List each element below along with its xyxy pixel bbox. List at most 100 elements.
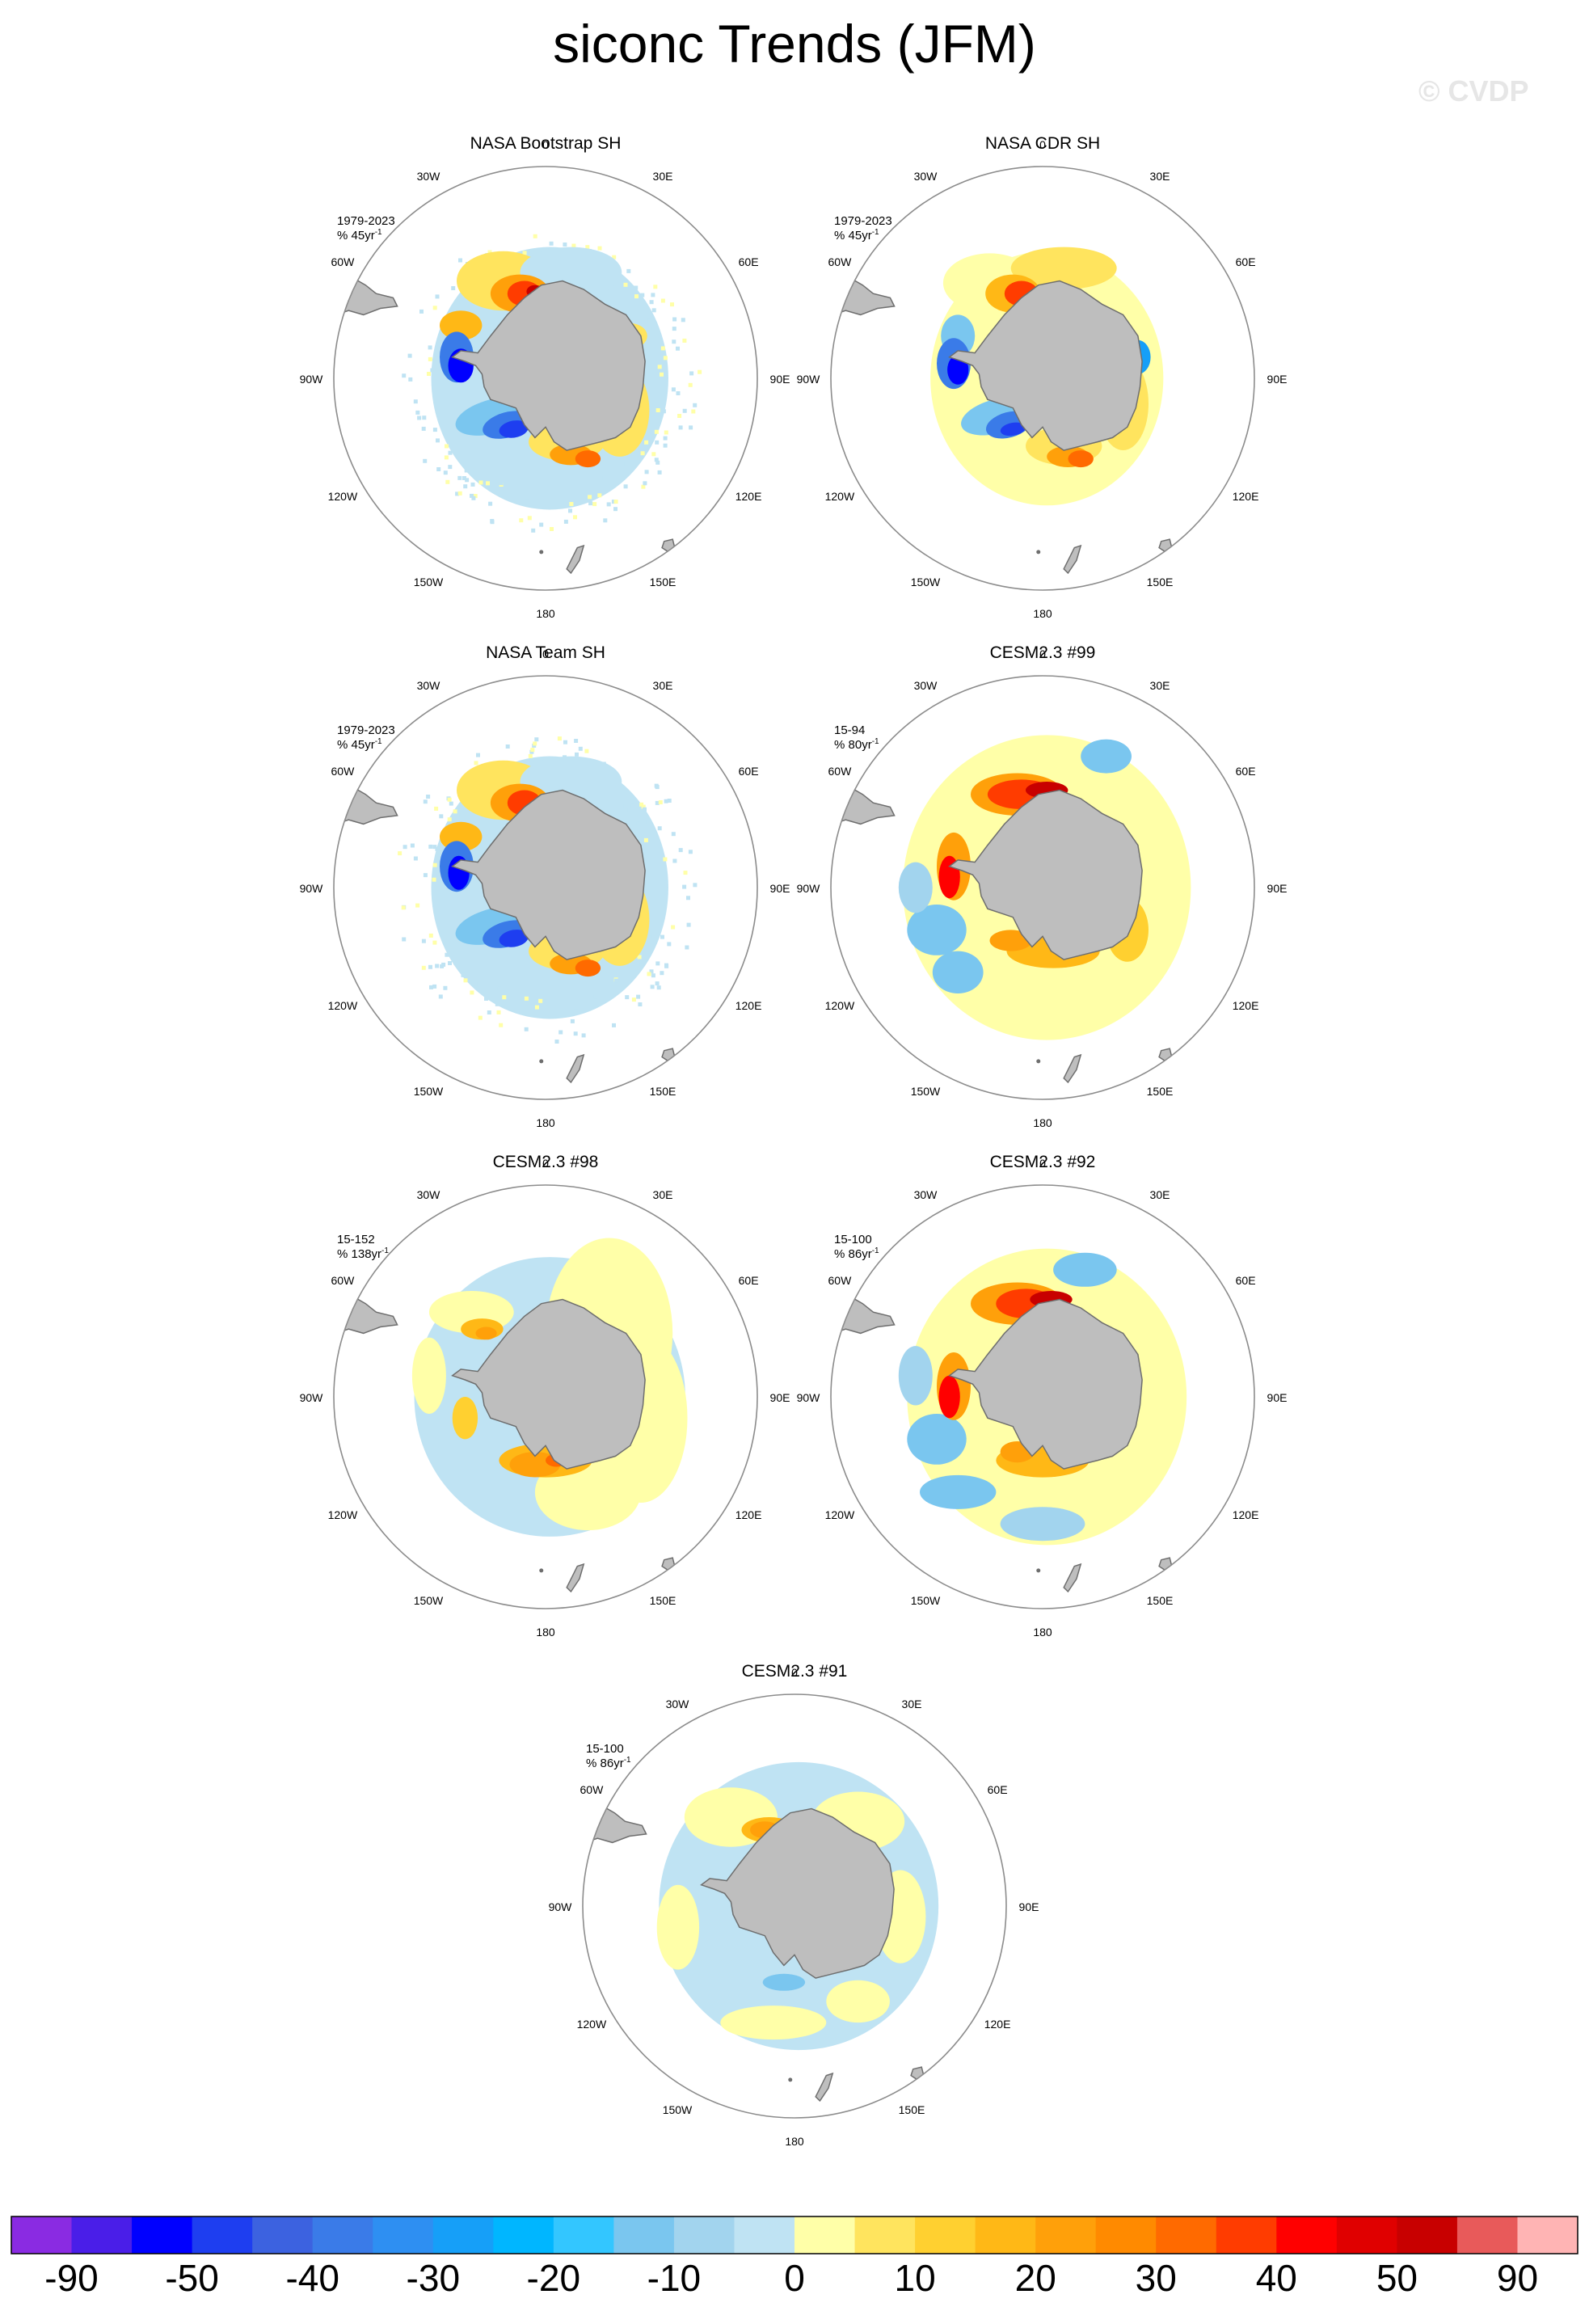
trend-cell	[453, 302, 457, 307]
new-zealand-landmass	[815, 2072, 834, 2103]
trend-cell	[415, 410, 420, 415]
period-label: 15-100	[834, 1233, 872, 1246]
map-panel: CESM2.3 #920 30E 60E 90E 120E 150E 180 150W 120W…	[797, 1153, 1288, 1639]
trend-cell	[401, 905, 406, 910]
scale-label: % 86yr-1	[586, 1756, 631, 1770]
trend-cell	[644, 470, 649, 475]
colorbar-label: 50	[1376, 2257, 1418, 2299]
trend-cell	[664, 430, 668, 435]
trend-cell	[522, 251, 527, 255]
trend-cell	[464, 468, 469, 473]
longitude-label: 90W	[300, 1391, 324, 1404]
trend-cell	[655, 981, 660, 986]
trend-cell	[421, 938, 426, 943]
siconc-trend-field	[832, 247, 1173, 575]
antarctica-landmass	[948, 1298, 1143, 1470]
trend-cell	[602, 476, 607, 480]
trend-cell	[428, 933, 433, 938]
panel-title: NASA CDR SH	[985, 134, 1100, 153]
trend-cell	[534, 737, 539, 742]
trend-cell	[686, 896, 690, 900]
longitude-label: 120E	[735, 490, 762, 503]
trend-region	[656, 1884, 700, 1970]
trend-cell	[641, 484, 646, 489]
longitude-label: 90W	[797, 373, 821, 386]
trend-region	[1068, 450, 1094, 468]
longitude-label: 120W	[328, 999, 358, 1012]
trend-cell	[634, 285, 639, 290]
longitude-label: 60W	[331, 255, 356, 268]
colorbar-swatch	[1095, 2216, 1157, 2254]
trend-cell	[643, 481, 647, 486]
trend-cell	[497, 986, 502, 991]
trend-cell	[619, 803, 624, 808]
trend-cell	[423, 458, 428, 463]
trend-cell	[443, 470, 448, 475]
longitude-label: 60E	[1236, 1274, 1256, 1287]
colorbar-swatch	[373, 2216, 434, 2254]
trend-cell	[519, 518, 524, 523]
longitude-label: 0	[542, 647, 549, 660]
trend-region	[938, 1375, 960, 1419]
trend-cell	[655, 440, 660, 445]
trend-cell	[458, 258, 462, 263]
trend-cell	[660, 408, 665, 413]
trend-cell	[471, 496, 476, 500]
trend-cell	[527, 516, 532, 521]
trend-cell	[647, 972, 651, 976]
trend-cell	[455, 491, 460, 496]
colorbar-label: 40	[1256, 2257, 1297, 2299]
trend-cell	[533, 234, 537, 238]
colorbar-label: 0	[784, 2257, 805, 2299]
longitude-label: 30W	[666, 1698, 690, 1710]
trend-cell	[581, 1033, 586, 1038]
trend-cell	[453, 960, 457, 965]
trend-cell	[606, 502, 611, 507]
trend-cell	[563, 243, 567, 247]
longitude-label: 90E	[1267, 373, 1288, 386]
antarctica-landmass	[451, 1298, 646, 1470]
longitude-label: 90E	[770, 1391, 790, 1404]
period-label: 1979-2023	[337, 214, 395, 228]
trend-cell	[649, 300, 654, 305]
trend-cell	[664, 876, 668, 881]
trend-cell	[465, 478, 470, 483]
trend-cell	[565, 500, 570, 504]
colorbar-swatch	[1216, 2216, 1277, 2254]
trend-cell	[588, 495, 592, 500]
longitude-label: 180	[785, 2135, 804, 2148]
colorbar-label: 10	[895, 2257, 936, 2299]
longitude-label: 30W	[914, 170, 938, 183]
scale-label: % 45yr-1	[834, 228, 879, 243]
period-label: 15-100	[586, 1742, 624, 1756]
longitude-label: 60E	[739, 765, 759, 778]
figure-title: siconc Trends (JFM)	[553, 14, 1036, 74]
longitude-label: 90E	[770, 882, 790, 895]
trend-region	[826, 1980, 890, 2023]
trend-cell	[413, 399, 418, 404]
scale-exponent: -1	[624, 1756, 631, 1765]
panel-title: CESM2.3 #92	[990, 1153, 1096, 1171]
trend-cell	[663, 857, 668, 862]
longitude-label: 60W	[828, 255, 853, 268]
trend-cell	[445, 444, 449, 449]
longitude-label: 30E	[1150, 679, 1170, 692]
colorbar-label: -90	[44, 2257, 98, 2299]
trend-cell	[557, 736, 562, 741]
trend-cell	[671, 925, 676, 930]
map-boundary	[582, 1693, 1007, 2119]
new-zealand-landmass	[566, 1563, 585, 1593]
trend-cell	[478, 480, 483, 485]
scale-exponent: -1	[381, 1246, 389, 1255]
siconc-trend-field	[832, 735, 1191, 1084]
island-dot	[1036, 1059, 1041, 1064]
new-zealand-landmass	[566, 544, 585, 575]
trend-cell	[448, 961, 452, 965]
trend-cell	[568, 508, 572, 513]
longitude-label: 180	[536, 607, 555, 620]
trend-cell	[654, 429, 659, 434]
trend-cell	[417, 415, 422, 420]
scale-exponent: -1	[375, 737, 382, 746]
siconc-trend-field	[335, 736, 698, 1084]
trend-region	[898, 1346, 933, 1406]
